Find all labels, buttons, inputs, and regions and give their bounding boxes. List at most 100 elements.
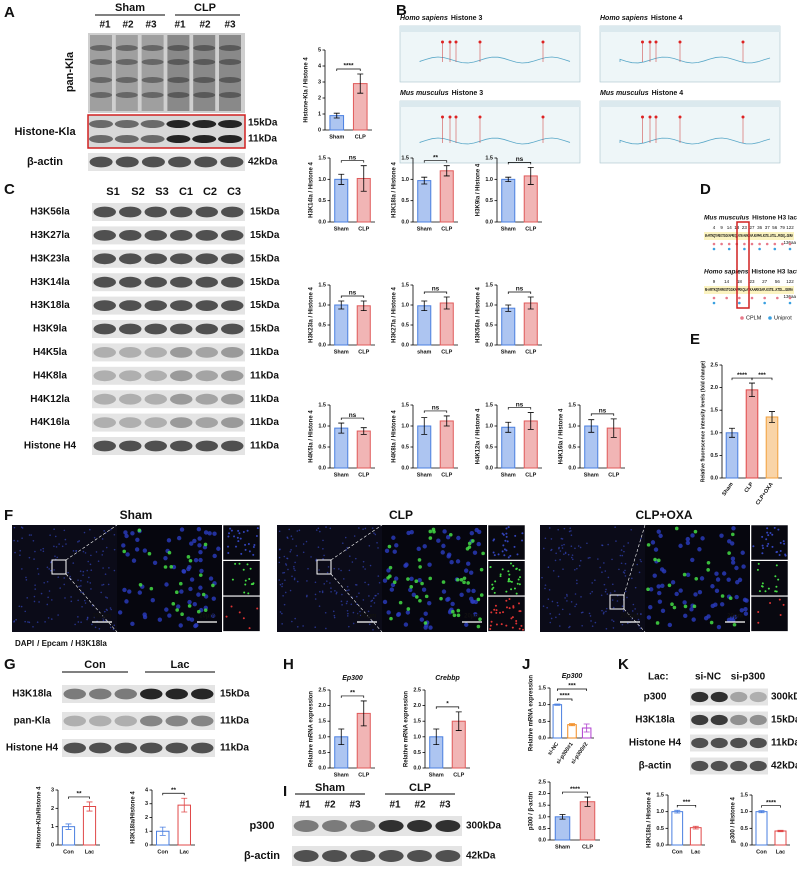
- cell: [762, 547, 765, 550]
- bar: [501, 307, 516, 346]
- size-label: 15kDa: [250, 253, 280, 264]
- cell: [607, 576, 610, 579]
- blot-band: [144, 300, 167, 311]
- blot-band: [141, 59, 164, 65]
- cell: [551, 600, 554, 603]
- cplm-dot: [776, 296, 779, 300]
- cell: [661, 569, 667, 574]
- cell: [375, 594, 377, 597]
- cell: [492, 551, 495, 554]
- cell: [682, 572, 687, 577]
- cell: [93, 536, 96, 539]
- cell: [504, 539, 507, 542]
- cplm-dot: [773, 242, 777, 246]
- cell: [97, 560, 100, 563]
- y-tick-label: 0.5: [740, 826, 748, 832]
- blot-band: [170, 347, 193, 358]
- cell: [760, 585, 763, 588]
- cell: [515, 622, 518, 625]
- cell: [64, 538, 67, 541]
- group-label: CLP: [194, 2, 216, 14]
- blot-band: [165, 688, 188, 700]
- cell: [233, 535, 236, 538]
- cell: [517, 602, 520, 605]
- cell: [296, 580, 299, 583]
- cell: [387, 544, 392, 549]
- blot-band: [114, 742, 137, 754]
- uniprot-dot: [712, 301, 716, 305]
- blot-band: [165, 715, 188, 727]
- cell: [685, 540, 691, 546]
- cell: [231, 578, 234, 581]
- blot-band: [93, 347, 116, 358]
- cell: [547, 566, 550, 569]
- significance-label: ns: [516, 401, 524, 408]
- error-bar: [338, 422, 345, 434]
- cell: [279, 548, 281, 551]
- site-marker: [541, 115, 545, 119]
- row-label: p300: [644, 692, 667, 703]
- size-label: 15kDa: [248, 118, 278, 129]
- error-bar: [360, 165, 367, 192]
- error-bar: [758, 810, 765, 814]
- blot-band: [221, 417, 244, 428]
- lane-label: #2: [324, 800, 336, 811]
- blot-band: [114, 688, 137, 700]
- cell: [691, 617, 696, 622]
- group-label: CLP: [409, 782, 431, 794]
- cell: [18, 605, 21, 608]
- blot: [690, 711, 768, 729]
- cell: [352, 611, 355, 614]
- micrograph: [750, 560, 789, 596]
- error-bar: [443, 415, 450, 427]
- size-label: 42kDa: [248, 157, 278, 168]
- cplm-dot: [788, 242, 792, 246]
- error-bar: [527, 296, 534, 310]
- cell: [252, 582, 255, 585]
- cell: [588, 612, 591, 615]
- x-tick-label: Sham: [334, 772, 349, 778]
- significance-bracket: [751, 377, 773, 381]
- cell: [627, 542, 630, 544]
- panel-letter: D: [700, 181, 711, 198]
- bar: [417, 305, 432, 346]
- species: Mus musculus: [704, 215, 750, 222]
- cell: [778, 554, 781, 557]
- y-tick-label: 0.5: [485, 444, 493, 450]
- cell: [244, 548, 247, 551]
- cell: [446, 554, 451, 559]
- blot-band: [407, 850, 432, 862]
- blot-band: [195, 300, 218, 311]
- cell: [167, 550, 172, 555]
- cell: [315, 559, 317, 562]
- cell: [719, 533, 724, 538]
- cell: [242, 531, 245, 534]
- cplm-dot: [788, 296, 792, 300]
- cell: [348, 555, 351, 558]
- cell: [611, 619, 613, 621]
- cell: [674, 526, 679, 531]
- y-tick-label: 1.0: [401, 177, 409, 183]
- cell: [542, 547, 545, 550]
- error-bar: [421, 176, 428, 185]
- cell: [310, 556, 312, 558]
- blot-band: [170, 323, 193, 335]
- blot-band: [221, 393, 244, 405]
- significance-label: ns: [349, 412, 357, 419]
- x-tick-label: Sham: [555, 844, 570, 850]
- y-tick-label: 1.5: [318, 719, 326, 725]
- cell: [70, 596, 72, 598]
- cell: [601, 544, 604, 547]
- cell: [612, 620, 615, 623]
- y-tick-label: 1.5: [318, 155, 326, 161]
- cell: [50, 569, 52, 572]
- cell: [570, 530, 572, 532]
- cell: [640, 537, 642, 540]
- cell: [42, 550, 45, 553]
- species: Homo sapiens: [704, 269, 749, 276]
- cell: [124, 599, 129, 604]
- cell: [78, 540, 80, 542]
- blot-band: [191, 688, 214, 700]
- error-bar: [527, 166, 534, 185]
- cell: [163, 565, 168, 569]
